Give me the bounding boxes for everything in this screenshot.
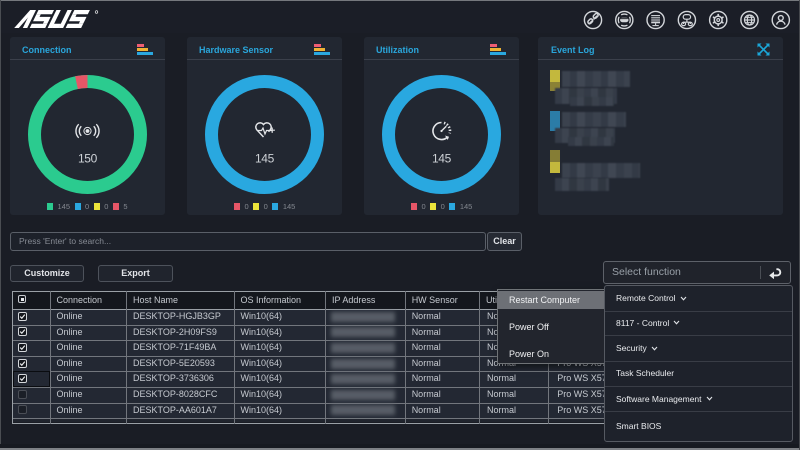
svg-text:145: 145 [255, 152, 275, 166]
svg-text:150: 150 [78, 152, 98, 166]
svg-text:145: 145 [432, 152, 452, 166]
